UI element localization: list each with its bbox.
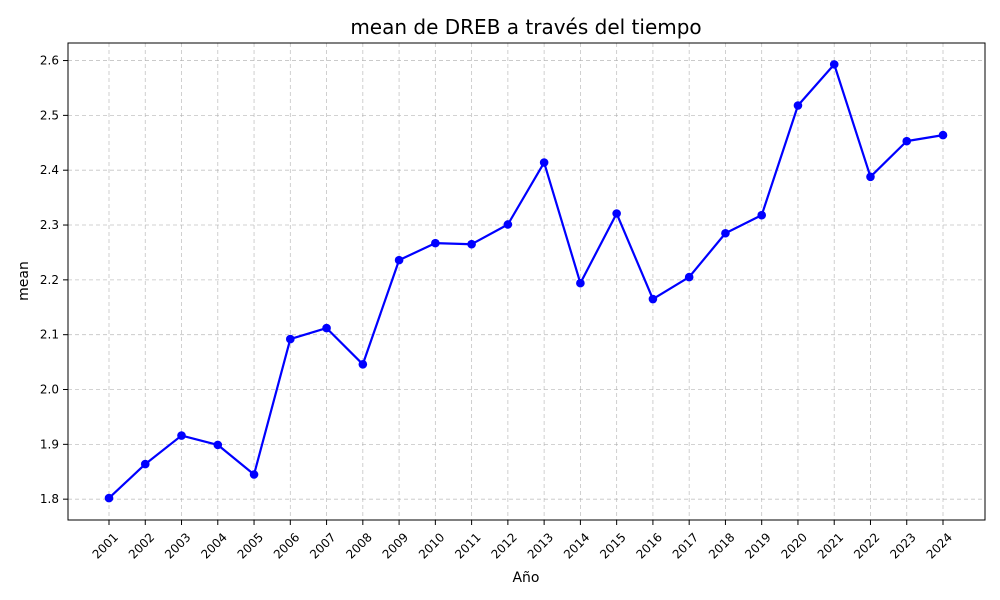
data-point	[467, 239, 476, 249]
y-axis-label: mean	[16, 261, 32, 301]
y-tick-label: 2.0	[40, 383, 59, 397]
data-point	[938, 130, 948, 140]
x-tick-label: 2001	[90, 530, 121, 561]
x-tick-label: 2006	[271, 530, 302, 561]
x-tick-label: 2024	[924, 530, 955, 561]
y-tick-label: 2.3	[40, 218, 59, 232]
data-point	[140, 459, 150, 469]
data-point	[322, 323, 331, 333]
data-point	[213, 440, 223, 450]
data-point	[539, 158, 549, 167]
data-point	[358, 359, 368, 369]
x-tick-label: 2018	[706, 530, 737, 561]
x-tick-label: 2004	[198, 530, 229, 561]
x-tick-label: 2020	[779, 530, 810, 561]
x-tick-label: 2010	[416, 530, 447, 561]
plot-frame	[67, 42, 986, 521]
y-tick-label: 2.1	[40, 328, 59, 342]
data-point	[757, 210, 766, 220]
x-tick-label: 2005	[235, 530, 266, 561]
data-point	[829, 60, 839, 69]
y-tick-label: 2.6	[40, 54, 59, 68]
x-tick-label: 2015	[597, 530, 628, 561]
axes: 2001 2002 2003 2004 2005 2006 2007 2008 2009 2010…	[40, 54, 955, 562]
x-tick-label: 2013	[525, 530, 556, 561]
y-tick-label: 1.8	[40, 492, 59, 506]
grid-lines	[68, 43, 985, 520]
x-tick-label: 2003	[162, 530, 193, 561]
y-tick-label: 2.4	[40, 163, 59, 177]
x-tick-label: 2021	[815, 530, 846, 561]
data-point	[793, 101, 803, 110]
x-tick-label: 2016	[633, 530, 664, 561]
series-layer	[104, 60, 948, 503]
data-point	[612, 209, 621, 218]
x-tick-label: 2008	[343, 530, 374, 561]
data-point	[721, 228, 730, 238]
data-point	[286, 334, 295, 344]
data-point	[249, 470, 259, 479]
x-tick-label: 2019	[742, 530, 773, 561]
x-tick-label: 2011	[452, 530, 483, 561]
x-tick-label: 2023	[887, 530, 918, 561]
chart-title: mean de DREB a través del tiempo	[350, 15, 701, 39]
x-tick-label: 2002	[126, 530, 157, 561]
y-tick-label: 2.2	[40, 273, 59, 287]
data-point	[503, 220, 513, 229]
x-axis-label: Año	[512, 570, 539, 586]
data-point	[394, 255, 404, 265]
data-point	[902, 136, 912, 146]
x-tick-label: 2017	[670, 530, 701, 561]
series-line	[108, 63, 944, 499]
data-point	[576, 278, 585, 288]
data-point	[684, 272, 694, 282]
y-tick-label: 1.9	[40, 437, 59, 451]
data-point	[648, 294, 658, 304]
data-point	[866, 172, 875, 182]
y-tick-label: 2.5	[40, 108, 59, 122]
x-tick-label: 2012	[488, 530, 519, 561]
data-point	[431, 238, 440, 248]
data-point	[177, 431, 186, 440]
x-tick-label: 2014	[561, 530, 592, 561]
x-tick-label: 2007	[307, 530, 338, 561]
x-tick-label: 2009	[380, 530, 411, 561]
data-point	[104, 493, 114, 503]
x-tick-label: 2022	[851, 530, 882, 561]
